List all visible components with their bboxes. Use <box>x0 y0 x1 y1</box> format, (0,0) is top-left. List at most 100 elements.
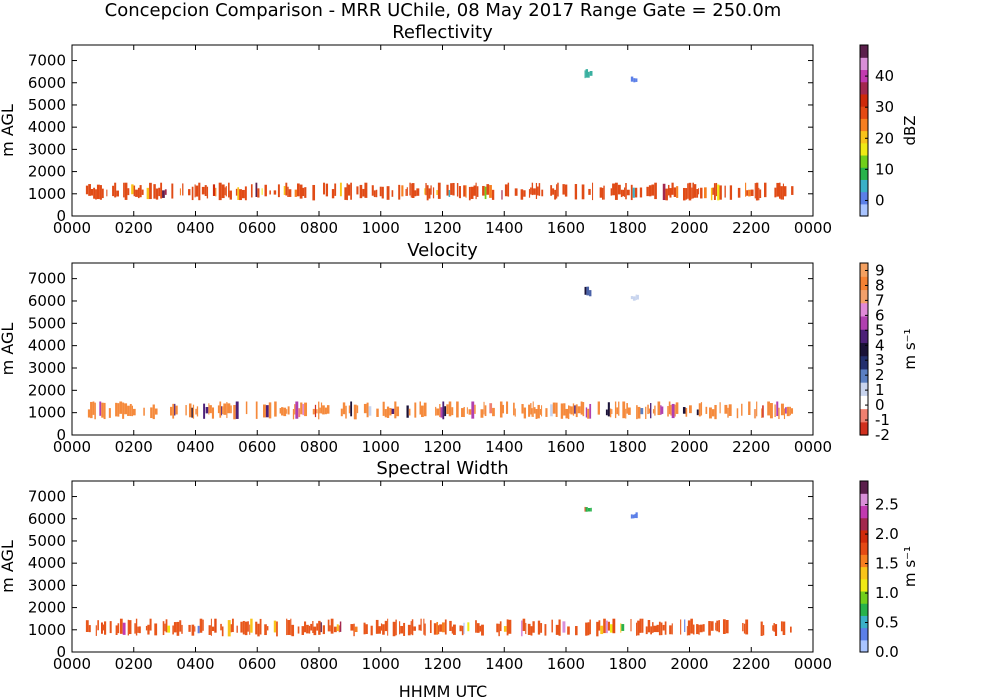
y-tick-label: 0 <box>56 207 66 225</box>
y-tick-label: 1000 <box>28 621 66 639</box>
data-cell <box>269 190 271 195</box>
data-cell <box>320 622 322 633</box>
data-cell <box>314 404 317 418</box>
data-cell <box>410 183 412 198</box>
data-cell <box>223 403 227 415</box>
data-cell <box>106 189 108 197</box>
data-cell <box>212 184 216 196</box>
data-cell <box>688 182 692 201</box>
data-cell <box>263 404 266 418</box>
colorbar-swatch <box>860 142 868 156</box>
data-cell <box>268 402 272 419</box>
data-cell <box>386 186 390 200</box>
y-tick-label: 0 <box>56 426 66 444</box>
data-cell <box>609 624 613 633</box>
data-cell <box>489 185 492 198</box>
colorbar-swatch <box>860 382 868 396</box>
data-cell <box>585 622 588 636</box>
data-cell <box>641 618 644 633</box>
data-cell <box>562 184 565 195</box>
data-cell <box>624 187 626 197</box>
data-cell <box>437 182 441 199</box>
x-tick-label: 1600 <box>547 655 585 673</box>
y-axis-label: m AGL <box>0 104 17 157</box>
data-cell <box>416 188 420 196</box>
data-cell <box>550 185 553 196</box>
data-cell <box>257 623 260 637</box>
data-cell <box>302 403 305 416</box>
data-cell <box>635 78 638 82</box>
data-cell <box>214 618 217 633</box>
data-cell <box>581 184 585 200</box>
colorbar-tick-label: -1 <box>875 411 890 429</box>
colorbar-swatch <box>860 603 868 616</box>
data-cell <box>632 514 635 519</box>
data-cell <box>523 407 527 419</box>
data-cell <box>528 189 531 198</box>
data-cell <box>188 403 192 418</box>
colorbar-tick-label: -2 <box>875 426 890 444</box>
data-cell <box>108 408 111 418</box>
data-cell <box>702 624 705 632</box>
data-cell <box>569 405 571 414</box>
data-cell <box>696 189 699 198</box>
y-tick-label: 5000 <box>28 532 66 550</box>
data-cell <box>93 187 96 199</box>
data-cell <box>235 401 239 419</box>
data-cell <box>761 408 763 418</box>
figure-suptitle: Concepcion Comparison - MRR UChile, 08 M… <box>105 0 782 21</box>
colorbar-frame <box>859 262 869 436</box>
data-cell <box>710 187 713 201</box>
colorbar-swatch <box>860 355 868 370</box>
data-cell <box>530 187 532 195</box>
data-cell <box>486 184 490 195</box>
data-cell <box>375 619 379 634</box>
y-tick-label: 3000 <box>28 576 66 594</box>
x-axis: 0000 0200 0400 0600 0800 1000 1200 1400 1600 1800… <box>53 263 832 456</box>
data-cell <box>555 402 558 417</box>
data-cell <box>310 623 313 631</box>
data-cell <box>286 409 288 414</box>
y-tick-label: 7000 <box>28 270 66 288</box>
data-cell <box>715 622 717 631</box>
data-cell <box>532 401 534 417</box>
data-cell <box>323 182 325 195</box>
data-cell <box>580 401 583 415</box>
data-cell <box>692 624 695 635</box>
data-cell <box>172 625 174 635</box>
data-cell <box>555 624 559 635</box>
data-cell <box>522 618 526 632</box>
x-tick-label: 0000 <box>53 219 91 237</box>
data-cell <box>692 182 694 199</box>
data-cell <box>432 187 435 199</box>
data-cell <box>453 624 456 635</box>
data-cell <box>514 408 516 417</box>
data-cell <box>92 401 95 415</box>
data-cell <box>746 190 749 196</box>
data-cell <box>719 185 722 200</box>
data-cell <box>764 182 767 198</box>
y-tick-label: 2000 <box>28 599 66 617</box>
data-cell <box>104 621 107 635</box>
data-cell <box>741 403 743 416</box>
data-cell <box>362 188 365 197</box>
data-cell <box>281 407 284 416</box>
y-axis-label: m AGL <box>0 323 17 376</box>
colorbar-tick-label: 0 <box>875 396 885 414</box>
data-cell <box>354 626 358 633</box>
data-cell <box>382 624 385 635</box>
data-cell <box>304 402 308 417</box>
data-cell <box>173 622 177 633</box>
data-cell <box>326 405 330 414</box>
data-cell <box>634 187 638 198</box>
data-cell <box>572 403 575 416</box>
data-cell <box>727 407 729 418</box>
data-cell <box>725 620 729 634</box>
colorbar-swatch <box>860 517 868 531</box>
data-cell <box>773 623 775 632</box>
data-cell <box>719 402 721 414</box>
data-cell <box>605 620 608 634</box>
x-tick-label: 1600 <box>547 219 585 237</box>
data-cell <box>552 188 555 195</box>
